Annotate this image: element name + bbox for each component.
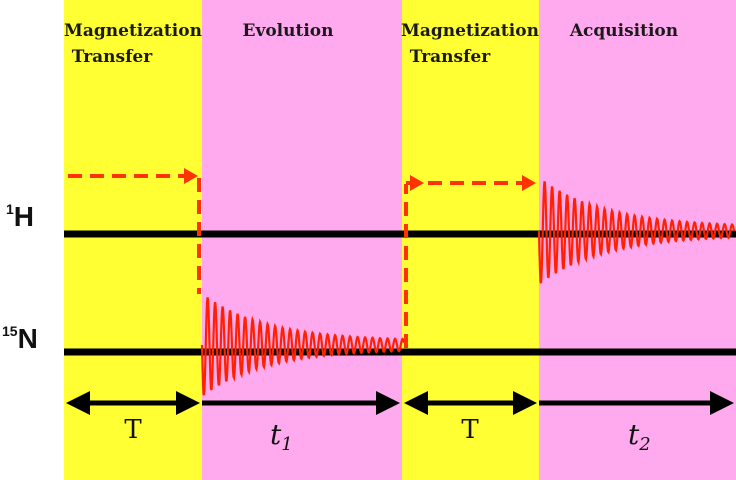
timeline-arrow-mix-1 — [66, 391, 200, 415]
timeline-arrow-acquisition — [539, 391, 734, 415]
timeline-label-acquisition: t2 — [628, 418, 651, 455]
acquisition-time-subscript: 2 — [638, 434, 650, 455]
panel-evolution — [202, 0, 402, 480]
channel-h-symbol: H — [14, 201, 34, 232]
channel-label-h: 1H — [6, 201, 34, 232]
channel-n-mass: 15 — [2, 323, 18, 339]
channel-label-n: 15N — [2, 323, 38, 354]
transfer-arrowhead-2b — [522, 175, 536, 191]
timeline-label-mix-1: T — [124, 415, 142, 445]
transfer-arrowhead-2a — [410, 175, 424, 191]
panel-mix-2-title-line2: Transfer — [410, 47, 491, 67]
channel-h-mass: 1 — [6, 201, 14, 217]
panel-mix-1-title-line1: Magnetization — [64, 21, 202, 41]
fid-signal-h — [537, 181, 736, 284]
transfer-path-2 — [404, 181, 526, 348]
acquisition-time-symbol: t — [628, 418, 640, 451]
timeline-arrow-mix-2 — [404, 391, 537, 415]
timeline-label-evolution: t1 — [270, 418, 293, 455]
timeline-label-mix-2: T — [461, 415, 479, 445]
transfer-path-1 — [68, 174, 201, 294]
panel-evolution-title: Evolution — [242, 21, 333, 41]
channel-n-symbol: N — [18, 323, 38, 354]
evolution-time-symbol: t — [270, 418, 282, 451]
panel-mix-2-title-line1: Magnetization — [401, 21, 539, 41]
evolution-time-subscript: 1 — [281, 434, 292, 455]
timeline-arrow-evolution — [202, 391, 400, 415]
panel-mix-1-title-line2: Transfer — [72, 47, 153, 67]
transfer-arrowhead-1 — [184, 168, 198, 184]
panel-acquisition-title: Acquisition — [569, 21, 678, 41]
fid-signal-n — [200, 297, 406, 396]
